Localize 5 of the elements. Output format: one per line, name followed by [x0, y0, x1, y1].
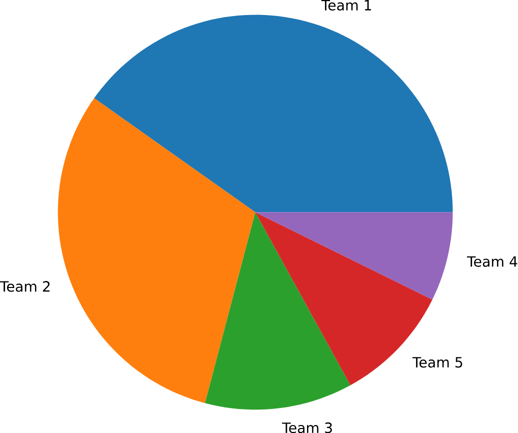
slice-label: Team 3: [282, 422, 332, 433]
slice-label: Team 5: [412, 357, 462, 368]
slice-label: Team 1: [321, 0, 372, 10]
slice-label: Team 4: [466, 256, 518, 267]
slice-label: Team 2: [0, 280, 50, 292]
